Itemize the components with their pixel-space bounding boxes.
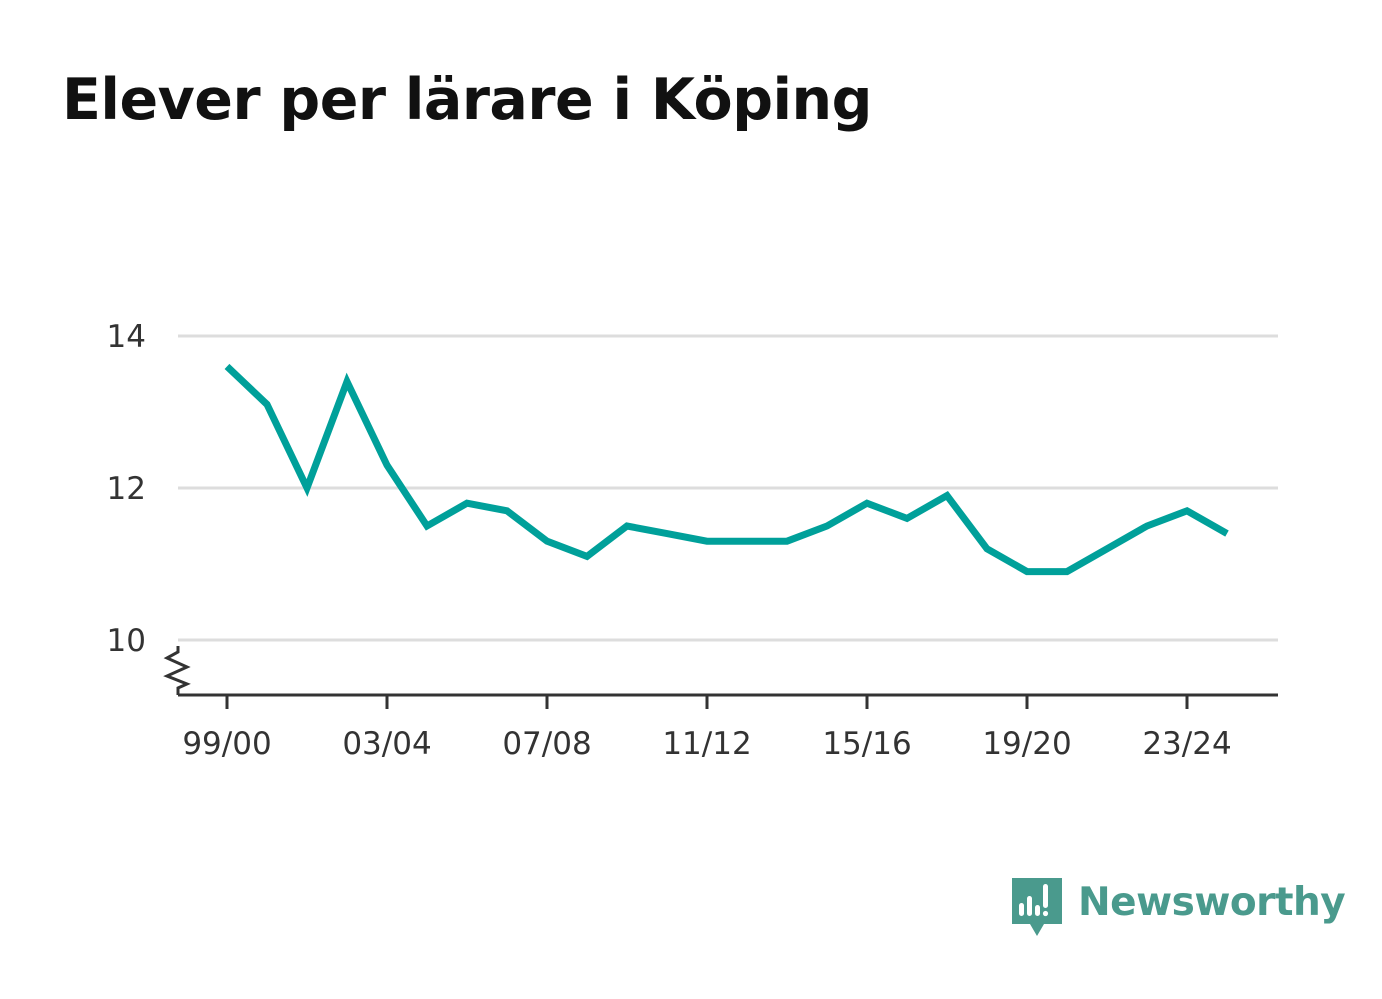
grid-lines (178, 334, 1278, 642)
x-tick-label: 19/20 (982, 726, 1071, 762)
y-axis-break (163, 646, 191, 695)
y-tick-labels: 10 12 14 (107, 319, 146, 659)
x-tick-label: 15/16 (822, 726, 911, 762)
y-tick-label: 10 (107, 623, 146, 659)
y-tick-label: 14 (107, 319, 146, 355)
x-tick-label: 99/00 (182, 726, 271, 762)
x-tick-label: 11/12 (662, 726, 751, 762)
series-line (224, 363, 1229, 576)
x-tick-label: 23/24 (1142, 726, 1231, 762)
axes (163, 646, 1278, 709)
x-tick-label: 07/08 (502, 726, 591, 762)
brand-logo: Newsworthy (1012, 878, 1346, 940)
chart-title: Elever per lärare i Köping (62, 67, 872, 133)
x-tick-labels: 99/00 03/04 07/08 11/12 15/16 19/20 23/24 (182, 726, 1231, 762)
newsworthy-logo-icon (1012, 878, 1062, 936)
x-tick-label: 03/04 (342, 726, 431, 762)
y-tick-label: 12 (107, 471, 146, 507)
brand-name: Newsworthy (1078, 880, 1346, 925)
series-layer (224, 363, 1229, 576)
